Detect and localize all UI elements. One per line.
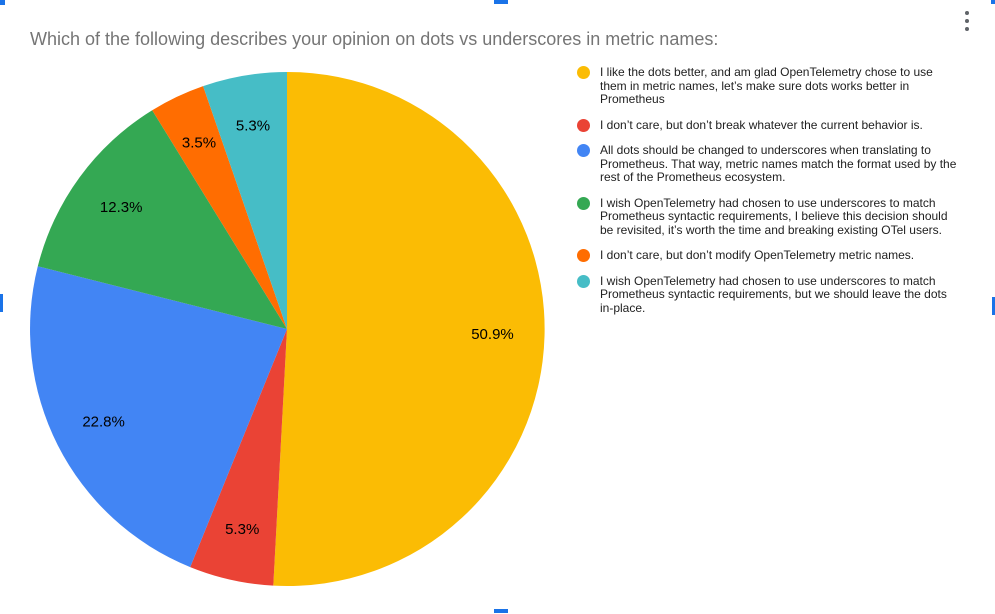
legend-label: All dots should be changed to underscore… <box>600 143 957 184</box>
pie-slice[interactable] <box>190 329 287 586</box>
legend-color-dot-icon <box>577 144 590 157</box>
pie-slice[interactable] <box>37 110 287 329</box>
legend-item[interactable]: All dots should be changed to underscore… <box>577 143 977 185</box>
selection-handle-right-middle[interactable] <box>992 297 995 315</box>
legend-label: I wish OpenTelemetry had chosen to use u… <box>600 273 947 315</box>
legend-color-dot-icon <box>577 66 590 79</box>
pie-slice-label: 22.8% <box>82 414 125 431</box>
kebab-dot <box>965 19 969 23</box>
pie-slice-label: 5.3% <box>225 521 259 538</box>
legend-item[interactable]: I wish OpenTelemetry had chosen to use u… <box>577 273 977 316</box>
pie-slice-label: 50.9% <box>471 326 514 343</box>
selection-handle-top-center[interactable] <box>494 0 508 4</box>
pie-slice[interactable] <box>203 72 287 329</box>
pie-slice-label: 5.3% <box>236 118 270 135</box>
legend-item[interactable]: I don’t care, but don’t modify OpenTelem… <box>577 248 977 263</box>
selection-handle-top-right[interactable] <box>991 0 995 4</box>
pie-slice-label: 12.3% <box>100 199 143 216</box>
more-options-kebab-icon[interactable] <box>963 9 971 33</box>
pie-slice[interactable] <box>152 86 287 329</box>
pie-slice-label: 3.5% <box>182 135 216 152</box>
selection-handle-bottom-center[interactable] <box>494 609 508 613</box>
legend-color-dot-icon <box>577 249 590 262</box>
pie-slice[interactable] <box>273 71 545 586</box>
legend-color-dot-icon <box>577 196 590 210</box>
legend-color-dot-icon <box>577 118 590 132</box>
selection-handle-top-left[interactable] <box>0 0 5 5</box>
kebab-dot <box>965 27 969 31</box>
legend-label: I like the dots better, and am glad Open… <box>600 65 933 106</box>
kebab-dot <box>965 11 969 15</box>
legend-color-dot-icon <box>577 274 590 288</box>
legend-item[interactable]: I like the dots better, and am glad Open… <box>577 65 977 107</box>
legend-label: I don’t care, but don’t break whatever t… <box>600 117 923 132</box>
legend-label: I don’t care, but don’t modify OpenTelem… <box>600 248 915 262</box>
chart-title: Which of the following describes your op… <box>30 29 719 49</box>
legend-item[interactable]: I don’t care, but don’t break whatever t… <box>577 117 977 133</box>
chart-legend: I like the dots better, and am glad Open… <box>577 65 977 316</box>
legend-item[interactable]: I wish OpenTelemetry had chosen to use u… <box>577 195 977 238</box>
legend-label: I wish OpenTelemetry had chosen to use u… <box>600 195 948 237</box>
selection-handle-left-middle[interactable] <box>0 294 3 312</box>
pie-slice[interactable] <box>30 266 288 568</box>
